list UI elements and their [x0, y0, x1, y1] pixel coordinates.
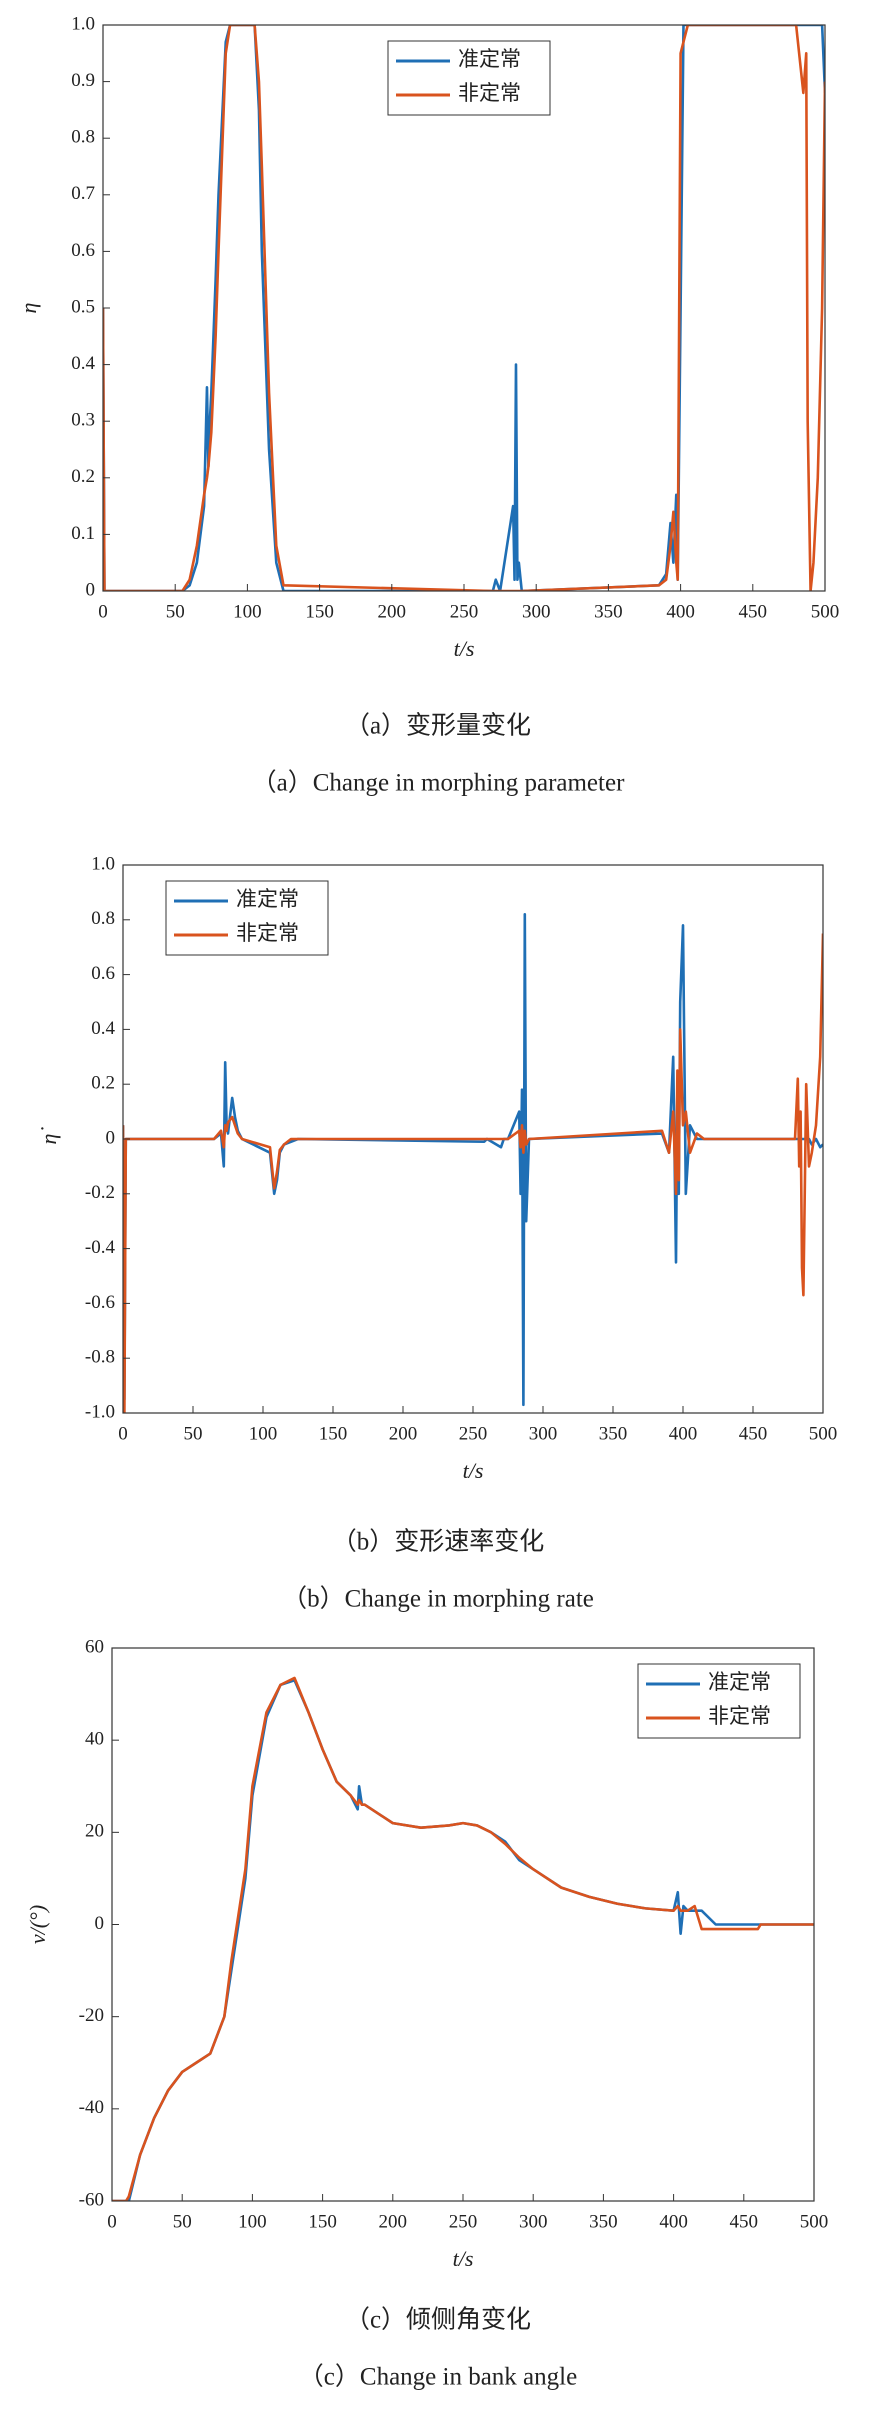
- x-axis-label: t/s: [463, 1458, 484, 1483]
- y-tick-label: -60: [79, 2189, 104, 2210]
- y-tick-label: 0.8: [91, 908, 115, 929]
- y-tick-label: 40: [85, 1729, 104, 1750]
- y-tick-label: 0.9: [71, 70, 95, 91]
- legend-box: [165, 880, 329, 956]
- series-line: [112, 1676, 814, 2201]
- x-tick-label: 200: [378, 601, 407, 622]
- series-line: [103, 25, 825, 591]
- caption: （c）倾侧角变化: [345, 2306, 531, 2334]
- y-tick-label: 0.8: [71, 127, 95, 148]
- x-tick-label: 50: [173, 2211, 192, 2232]
- plot-area: [112, 1648, 814, 2201]
- x-tick-label: 150: [319, 1423, 348, 1444]
- y-tick-label: 0.2: [91, 1073, 115, 1094]
- x-tick-label: 250: [450, 601, 479, 622]
- x-tick-label: 100: [249, 1423, 278, 1444]
- caption: （a）变形量变化: [345, 712, 531, 740]
- legend-label: 非定常: [708, 1704, 771, 1728]
- x-tick-label: 350: [589, 2211, 618, 2232]
- legend-label: 准定常: [458, 47, 521, 71]
- x-tick-label: 0: [118, 1423, 128, 1444]
- y-tick-label: 0.4: [71, 353, 95, 374]
- x-tick-label: 400: [669, 1423, 698, 1444]
- legend-label: 非定常: [236, 921, 299, 945]
- legend-label: 准定常: [236, 887, 299, 911]
- x-tick-label: 400: [659, 2211, 688, 2232]
- x-tick-label: 350: [594, 601, 623, 622]
- y-axis-label: ν/(°): [25, 1905, 50, 1944]
- x-tick-label: 150: [305, 601, 334, 622]
- x-tick-label: 50: [184, 1423, 203, 1444]
- x-tick-label: 450: [730, 2211, 759, 2232]
- y-tick-label: 1.0: [71, 13, 95, 34]
- y-tick-label: 0: [86, 579, 96, 600]
- y-tick-label: 0.4: [91, 1018, 115, 1039]
- caption-en: （c）Change in bank angle: [299, 2363, 577, 2391]
- legend-label: 非定常: [458, 81, 521, 105]
- y-tick-label: 0.2: [71, 466, 95, 487]
- x-tick-label: 100: [233, 601, 262, 622]
- legend-box: [387, 40, 551, 116]
- y-tick-label: -1.0: [85, 1401, 115, 1422]
- x-tick-label: 450: [739, 1423, 768, 1444]
- caption: （b）变形速率变化: [332, 1528, 545, 1556]
- y-tick-label: 0: [106, 1127, 116, 1148]
- x-tick-label: 250: [459, 1423, 488, 1444]
- series-line: [103, 25, 825, 591]
- y-tick-label: 0.1: [71, 523, 95, 544]
- legend-label: 准定常: [708, 1670, 771, 1694]
- y-tick-label: 0.6: [91, 963, 115, 984]
- series-line: [123, 933, 823, 1413]
- y-tick-label: -40: [79, 2097, 104, 2118]
- y-tick-label: -20: [79, 2005, 104, 2026]
- y-tick-label: -0.2: [85, 1182, 115, 1203]
- y-tick-label: 0.6: [71, 240, 95, 261]
- x-tick-label: 450: [739, 601, 768, 622]
- x-tick-label: 50: [166, 601, 185, 622]
- y-axis-label: η̇: [36, 1127, 61, 1145]
- y-axis-label: η: [16, 303, 41, 314]
- x-tick-label: 200: [389, 1423, 418, 1444]
- legend-box: [637, 1663, 801, 1739]
- x-tick-label: 300: [529, 1423, 558, 1444]
- x-tick-label: 250: [449, 2211, 478, 2232]
- x-tick-label: 400: [666, 601, 695, 622]
- y-tick-label: 0: [95, 1913, 105, 1934]
- x-axis-label: t/s: [454, 636, 475, 661]
- caption-en: （a）Change in morphing parameter: [252, 769, 625, 797]
- x-tick-label: 200: [379, 2211, 408, 2232]
- caption-en: （b）Change in morphing rate: [282, 1585, 594, 1613]
- x-axis-label: t/s: [453, 2246, 474, 2271]
- x-tick-label: 500: [809, 1423, 838, 1444]
- y-tick-label: 0.3: [71, 410, 95, 431]
- y-tick-label: 0.5: [71, 296, 95, 317]
- x-tick-label: 0: [98, 601, 108, 622]
- y-tick-label: 1.0: [91, 853, 115, 874]
- y-tick-label: -0.4: [85, 1237, 116, 1258]
- x-tick-label: 150: [308, 2211, 337, 2232]
- x-tick-label: 300: [519, 2211, 548, 2232]
- x-tick-label: 300: [522, 601, 551, 622]
- x-tick-label: 0: [107, 2211, 117, 2232]
- x-tick-label: 500: [811, 601, 840, 622]
- x-tick-label: 500: [800, 2211, 829, 2232]
- y-tick-label: -0.6: [85, 1292, 115, 1313]
- y-tick-label: 60: [85, 1636, 104, 1657]
- y-tick-label: 20: [85, 1821, 104, 1842]
- y-tick-label: -0.8: [85, 1347, 115, 1368]
- x-tick-label: 350: [599, 1423, 628, 1444]
- y-tick-label: 0.7: [71, 183, 95, 204]
- x-tick-label: 100: [238, 2211, 267, 2232]
